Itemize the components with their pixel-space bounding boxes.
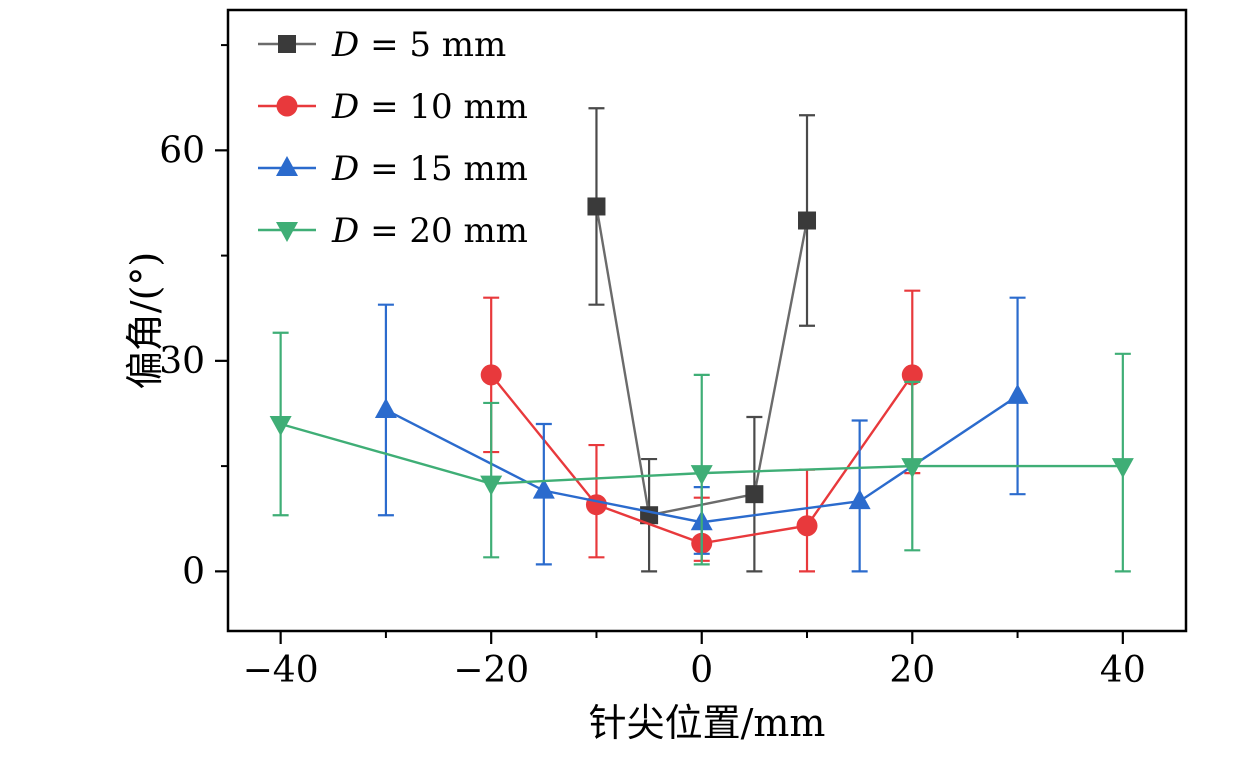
y-axis: 0 30 60 <box>159 44 228 592</box>
legend-label: D = 5 mm <box>331 25 506 65</box>
legend: D = 5 mm D = 10 mm D = 15 mm D = 20 mm <box>258 25 528 251</box>
data-point-marker <box>901 364 923 386</box>
y-tick-label: 0 <box>182 551 205 592</box>
legend-marker <box>276 156 298 176</box>
x-tick-label: 40 <box>1100 650 1146 691</box>
x-tick-label: 0 <box>690 650 713 691</box>
x-axis: −40 −20 0 20 40 <box>243 631 1146 691</box>
legend-label: D = 20 mm <box>331 211 528 251</box>
y-tick-label: 60 <box>159 130 205 171</box>
data-point-marker <box>1006 383 1029 404</box>
data-point-marker <box>374 397 397 418</box>
x-tick-label: −40 <box>243 650 319 691</box>
data-point-marker <box>587 197 606 216</box>
series-d-5-mm <box>587 107 817 573</box>
data-point-marker <box>901 458 924 479</box>
data-point-marker <box>690 465 713 486</box>
legend-marker <box>276 222 298 242</box>
data-point-marker <box>796 515 818 537</box>
x-tick-label: −20 <box>453 650 529 691</box>
data-point-marker <box>532 478 555 499</box>
data-point-marker <box>480 364 502 386</box>
legend-marker <box>276 95 298 117</box>
y-axis-title: 偏角/(°) <box>123 252 167 389</box>
data-point-marker <box>745 485 764 504</box>
data-point-marker <box>1111 458 1134 479</box>
x-tick-label: 20 <box>889 650 935 691</box>
x-axis-title: 针尖位置/mm <box>589 701 826 745</box>
legend-label: D = 15 mm <box>331 149 528 189</box>
data-point-marker <box>480 475 503 496</box>
y-tick-label: 30 <box>159 341 205 382</box>
legend-label: D = 10 mm <box>331 87 528 127</box>
data-point-marker <box>269 416 292 436</box>
legend-marker <box>278 35 296 53</box>
data-point-marker <box>798 211 817 230</box>
plot-frame <box>226 8 1188 633</box>
data-point-marker <box>848 489 871 510</box>
series-d-20-mm <box>269 331 1134 573</box>
data-point-marker <box>585 494 607 516</box>
